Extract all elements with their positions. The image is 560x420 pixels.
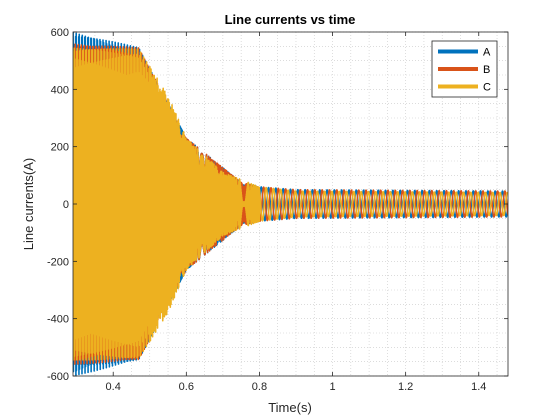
y-tick-label: 600 xyxy=(51,27,69,39)
x-tick-label: 0.8 xyxy=(252,381,267,393)
ticks xyxy=(73,31,508,377)
y-tick-label: 200 xyxy=(51,142,69,154)
x-tick-labels: 0.4 0.6 0.8 1 1.2 1.4 xyxy=(106,381,487,393)
chart-title: Line currents vs time xyxy=(225,12,356,27)
trace-c xyxy=(73,47,508,361)
y-tick-label: 0 xyxy=(63,199,69,211)
legend-label-c: C xyxy=(483,82,491,94)
x-tick-label: 0.6 xyxy=(179,381,194,393)
y-tick-label: 400 xyxy=(51,84,69,96)
x-axis-label: Time(s) xyxy=(268,400,312,415)
x-tick-label: 1 xyxy=(329,381,335,393)
y-tick-label: -400 xyxy=(47,314,69,326)
traces xyxy=(73,32,508,376)
legend-label-a: A xyxy=(483,47,491,59)
y-tick-label: -600 xyxy=(47,371,69,383)
x-tick-label: 0.4 xyxy=(106,381,121,393)
legend-label-b: B xyxy=(483,64,490,76)
x-tick-label: 1.2 xyxy=(398,381,413,393)
y-axis-label: Line currents(A) xyxy=(21,158,36,250)
y-tick-label: -200 xyxy=(47,256,69,268)
x-tick-label: 1.4 xyxy=(471,381,486,393)
legend: A B C xyxy=(431,40,498,98)
y-tick-labels: -600 -400 -200 0 200 400 600 xyxy=(47,27,69,383)
